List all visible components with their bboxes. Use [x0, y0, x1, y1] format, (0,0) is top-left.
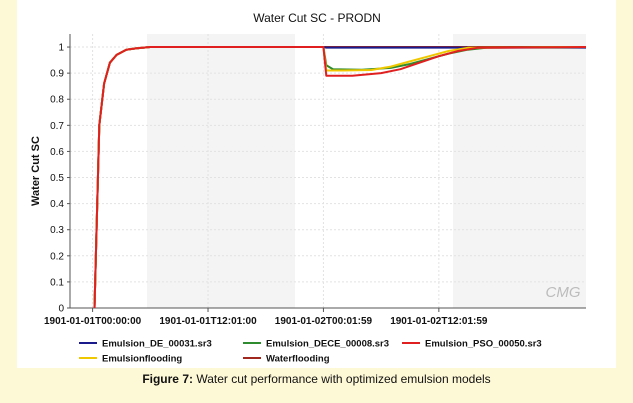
y-tick-label: 0.2: [50, 251, 64, 262]
figure-caption-text: Water cut performance with optimized emu…: [196, 372, 491, 386]
chart-frame: 0 0.1 0.2 0.3 0.4 0.5 0.6 0.7 0.8 0.9 1 1901-01-01…: [17, 0, 616, 368]
legend: Emulsion_DE_00031.sr3 Emulsion_DECE_00008…: [79, 339, 542, 365]
series-line-2: [93, 46, 587, 309]
y-tick-label: 0.4: [50, 199, 64, 210]
y-tick-label: 0.8: [50, 95, 64, 106]
figure-caption-label: Figure 7:: [142, 372, 193, 386]
water-cut-chart: 0 0.1 0.2 0.3 0.4 0.5 0.6 0.7 0.8 0.9 1 1901-01-01…: [30, 11, 587, 365]
y-tick-label: 0.6: [50, 147, 64, 158]
x-tick-label: 1901-01-01T12:01:00: [159, 316, 257, 327]
x-tick-label: 1901-01-02T00:01:59: [275, 316, 373, 327]
y-tick-label: 0.1: [50, 277, 64, 288]
y-tick-label: 0: [58, 304, 64, 315]
legend-label: Emulsionflooding: [102, 354, 182, 365]
y-axis-label: Water Cut SC: [30, 136, 42, 206]
x-gridlines: [92, 34, 440, 308]
x-tick-label: 1901-01-01T00:00:00: [44, 316, 142, 327]
y-tick-label: 0.3: [50, 225, 64, 236]
y-tick-label: 1: [58, 43, 64, 54]
x-tick-label: 1901-01-02T12:01:59: [390, 316, 488, 327]
y-tick-labels: 0 0.1 0.2 0.3 0.4 0.5 0.6 0.7 0.8 0.9 1: [50, 43, 70, 315]
legend-label: Emulsion_DECE_00008.sr3: [266, 339, 389, 350]
legend-label: Emulsion_PSO_00050.sr3: [425, 339, 542, 350]
legend-label: Waterflooding: [266, 354, 330, 365]
plot-band-3: [295, 34, 453, 308]
cmg-watermark: CMG: [546, 284, 581, 301]
series-lines: [93, 46, 587, 309]
chart-title: Water Cut SC - PRODN: [253, 11, 381, 25]
figure-caption: Figure 7: Water cut performance with opt…: [0, 372, 633, 386]
plot-band-2: [147, 34, 295, 308]
y-tick-label: 0.7: [50, 121, 64, 132]
y-tick-label: 0.5: [50, 173, 64, 184]
x-tick-labels: 1901-01-01T00:00:00 1901-01-01T12:01:00 19…: [44, 308, 488, 327]
plot-band-4: [453, 34, 586, 308]
y-tick-label: 0.9: [50, 69, 64, 80]
plot-band-1: [70, 34, 147, 308]
legend-label: Emulsion_DE_00031.sr3: [102, 339, 212, 350]
